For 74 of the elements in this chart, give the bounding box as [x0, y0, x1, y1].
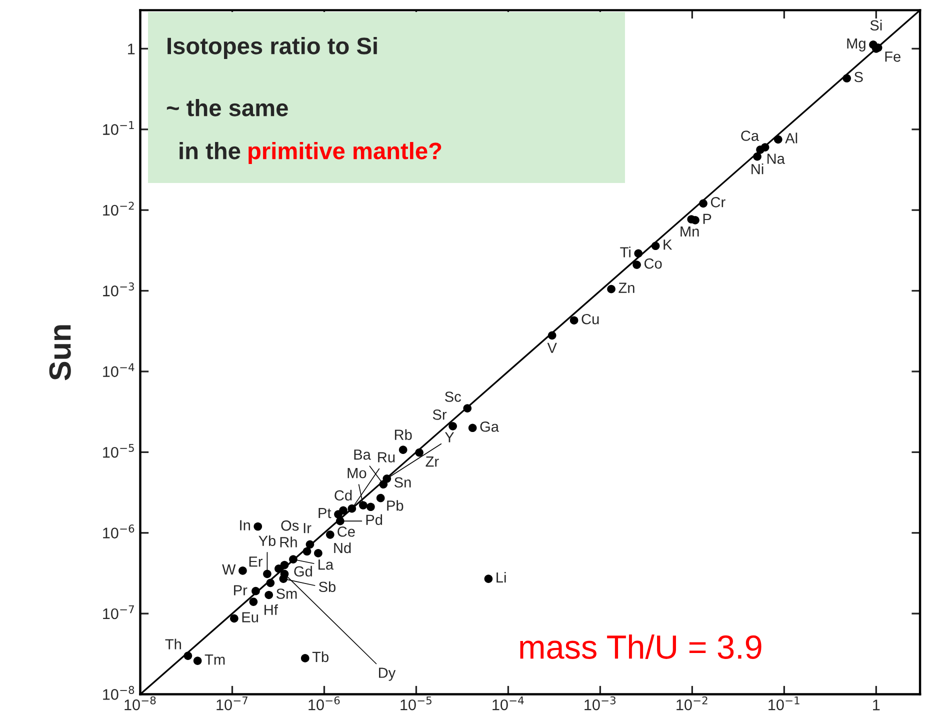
data-label: Na	[767, 154, 785, 164]
data-label: Tm	[204, 654, 225, 665]
x-tick-label: 10$^{−7}$	[216, 696, 248, 710]
data-label: Th	[165, 638, 181, 650]
data-label: Hf	[264, 604, 278, 615]
annotation: mass Th/U = 3.9	[520, 634, 762, 659]
y-tick-label: 10$^{−5}$	[103, 444, 134, 458]
x-tick-label: 1	[873, 700, 880, 710]
data-label: Sc	[445, 392, 461, 402]
annotation: in the	[180, 142, 240, 160]
data-label: Rb	[394, 429, 412, 440]
data-label: Cr	[710, 196, 726, 208]
data-label: Sb	[318, 581, 336, 592]
y-tick-label: 10$^{−4}$	[103, 363, 134, 378]
data-label: Ti	[620, 246, 630, 258]
y-tick-label: 10$^{−2}$	[103, 202, 134, 216]
x-tick-label: 10$^{−6}$	[308, 696, 340, 710]
data-label: Er	[249, 556, 263, 567]
x-tick-label: 10$^{−1}$	[768, 696, 800, 710]
data-label: K	[664, 240, 672, 250]
data-label: Mg	[847, 38, 866, 52]
data-label: Gd	[294, 566, 312, 577]
data-label: Sm	[276, 588, 297, 599]
x-tick-label: 10$^{−3}$	[584, 696, 616, 710]
data-label: Ru	[378, 452, 395, 462]
data-label: Ir	[304, 523, 312, 534]
y-tick-label: 10$^{−1}$	[103, 121, 134, 135]
y-tick-label: 1	[128, 44, 135, 54]
x-tick-label: 10$^{−5}$	[400, 696, 432, 710]
data-label: Ga	[480, 421, 499, 432]
data-label: W	[222, 564, 236, 574]
y-tick-label: 10$^{−3}$	[103, 282, 134, 296]
data-label: Li	[496, 572, 506, 583]
data-label: Sr	[432, 410, 447, 420]
data-label: Pd	[366, 514, 382, 526]
data-label: Ba	[354, 450, 371, 460]
data-label: Yb	[258, 535, 276, 546]
data-label: S	[854, 72, 863, 82]
y-tick-label: 10$^{−7}$	[103, 605, 134, 620]
data-label: Zr	[426, 456, 439, 467]
data-label: Pr	[234, 585, 248, 596]
annotation: ~ the same	[166, 98, 288, 116]
data-label: Y	[444, 432, 454, 442]
data-label: Dy	[379, 668, 396, 681]
data-label: Cd	[334, 490, 352, 501]
data-label: V	[547, 342, 557, 353]
data-label: Mn	[680, 226, 699, 237]
data-label: Ca	[741, 130, 760, 141]
data-label: Sn	[394, 477, 411, 488]
data-label: In	[240, 520, 250, 530]
data-label: P	[703, 214, 712, 224]
data-label: La	[318, 560, 334, 570]
data-label: Tb	[312, 651, 328, 662]
data-label: Zn	[618, 282, 634, 293]
y-tick-label: 10$^{−6}$	[103, 524, 134, 538]
y-axis-title: Sun	[49, 325, 71, 380]
annotation: primitive mantle?	[248, 142, 442, 164]
data-label: Ce	[338, 526, 355, 537]
data-label: Cu	[582, 314, 599, 324]
data-label: Nd	[334, 542, 351, 554]
x-tick-label: 10$^{−4}$	[492, 696, 524, 710]
data-label: Mo	[348, 468, 366, 478]
data-label: Fe	[885, 52, 900, 62]
data-label: Al	[785, 132, 798, 144]
data-label: Rh	[280, 536, 297, 548]
data-label: Pb	[387, 500, 404, 511]
data-label: Os	[281, 520, 299, 531]
data-label: Eu	[242, 612, 258, 622]
x-tick-label: 10$^{−2}$	[676, 696, 708, 710]
annotation: Isotopes ratio to Si	[168, 36, 377, 60]
data-label: Si	[870, 20, 882, 31]
data-label: Ni	[752, 164, 764, 174]
data-label: Pt	[318, 508, 332, 518]
data-label: Co	[644, 258, 662, 269]
